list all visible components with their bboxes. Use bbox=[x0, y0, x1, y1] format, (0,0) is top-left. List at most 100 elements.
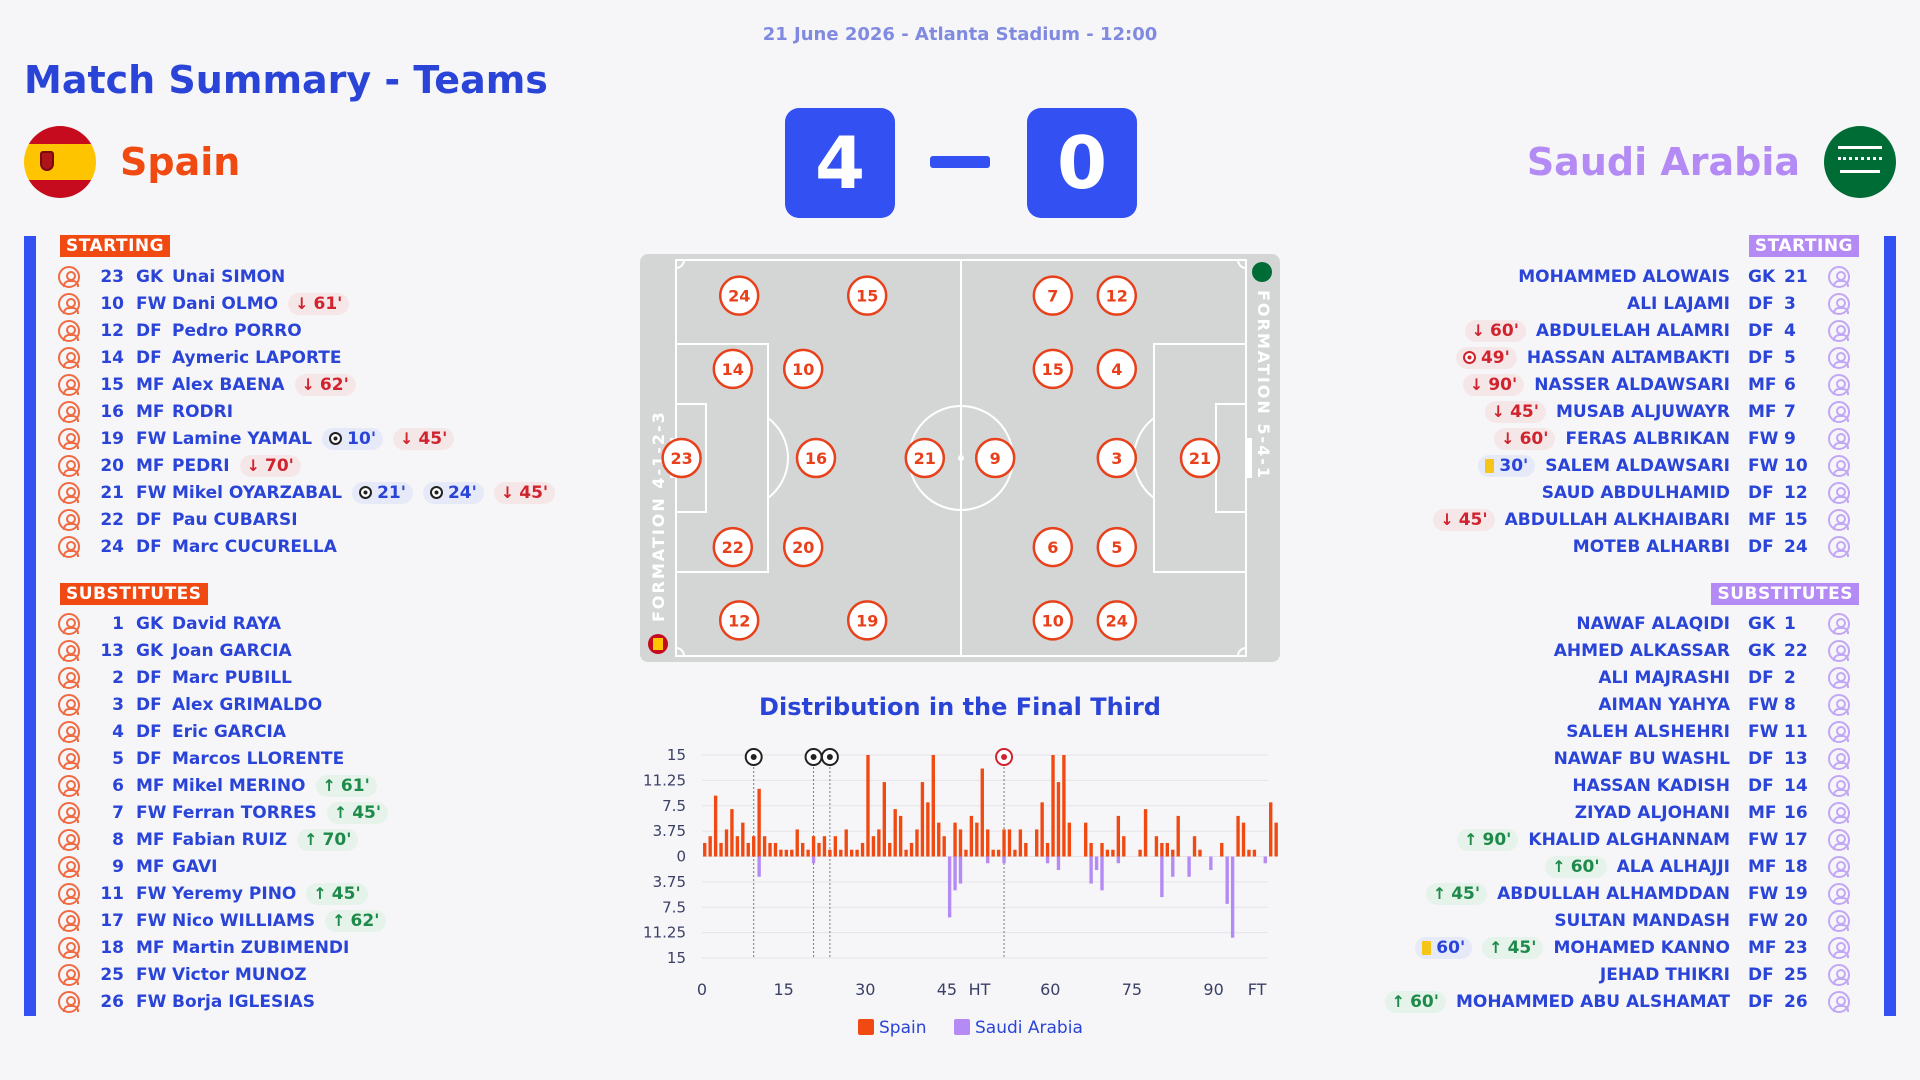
player-row[interactable]: ALI LAJAMI DF 3 bbox=[1290, 290, 1850, 317]
x-tick-label: 0 bbox=[697, 980, 707, 999]
saudi-arabia-bar bbox=[1045, 856, 1050, 864]
player-row[interactable]: 1 GK David RAYA bbox=[58, 610, 618, 637]
player-row[interactable]: 9 MF GAVI bbox=[58, 853, 618, 880]
player-name: SALEH ALSHEHRI bbox=[1566, 721, 1730, 742]
player-avatar-icon bbox=[1828, 909, 1850, 932]
player-row[interactable]: 10 FW Dani OLMO ↓ 61' bbox=[58, 290, 618, 317]
player-name: SULTAN MANDASH bbox=[1554, 910, 1730, 931]
player-name: Fabian RUIZ bbox=[172, 829, 288, 850]
player-name: ABDULELAH ALAMRI bbox=[1535, 320, 1730, 341]
player-row[interactable]: 2 DF Marc PUBILL bbox=[58, 664, 618, 691]
saudi-arabia-bar bbox=[1056, 856, 1061, 871]
event-minute: 90' bbox=[1482, 829, 1512, 850]
player-row[interactable]: SAUD ABDULHAMID DF 12 bbox=[1290, 479, 1850, 506]
player-row[interactable]: ↑ 60' ALA ALHAJJI MF 18 bbox=[1290, 853, 1850, 880]
player-row[interactable]: 26 FW Borja IGLESIAS bbox=[58, 988, 618, 1015]
player-row[interactable]: ↓ 90' NASSER ALDAWSARI MF 6 bbox=[1290, 371, 1850, 398]
player-name: PEDRI bbox=[172, 455, 230, 476]
player-row[interactable]: 60' ↑ 45' MOHAMED KANNO MF 23 bbox=[1290, 934, 1850, 961]
player-row[interactable]: ↓ 60' ABDULELAH ALAMRI DF 4 bbox=[1290, 317, 1850, 344]
player-row[interactable]: 12 DF Pedro PORRO bbox=[58, 317, 618, 344]
event-out-badge: ↓ 45' bbox=[493, 481, 556, 504]
player-row[interactable]: NAWAF ALAQIDI GK 1 bbox=[1290, 610, 1850, 637]
player-row[interactable]: JEHAD THIKRI DF 25 bbox=[1290, 961, 1850, 988]
player-row[interactable]: 16 MF RODRI bbox=[58, 398, 618, 425]
player-row[interactable]: 15 MF Alex BAENA ↓ 62' bbox=[58, 371, 618, 398]
player-number: 7 bbox=[1784, 401, 1796, 422]
player-name: Alex BAENA bbox=[172, 374, 285, 395]
spain-bar bbox=[724, 829, 729, 857]
event-minute: 10' bbox=[347, 428, 377, 449]
player-row[interactable]: 5 DF Marcos LLORENTE bbox=[58, 745, 618, 772]
spain-bar bbox=[844, 829, 848, 857]
player-row[interactable]: 11 FW Yeremy PINO ↑ 45' bbox=[58, 880, 618, 907]
player-row[interactable]: 6 MF Mikel MERINO ↑ 61' bbox=[58, 772, 618, 799]
home-player-marker bbox=[846, 600, 888, 641]
spain-bar bbox=[1002, 829, 1006, 857]
home-player-marker bbox=[718, 600, 760, 641]
saudi-arabia-bar bbox=[1171, 856, 1175, 877]
y-tick-label: 7.5 bbox=[662, 898, 686, 916]
player-row[interactable]: 20 MF PEDRI ↓ 70' bbox=[58, 452, 618, 479]
player-row[interactable]: ↓ 45' ABDULLAH ALKHAIBARI MF 15 bbox=[1290, 506, 1850, 533]
player-row[interactable]: 3 DF Alex GRIMALDO bbox=[58, 691, 618, 718]
player-row[interactable]: MOHAMMED ALOWAIS GK 21 bbox=[1290, 263, 1850, 290]
event-minute: 60' bbox=[1570, 856, 1600, 877]
spain-bar bbox=[800, 842, 805, 857]
page-title: Match Summary - Teams bbox=[24, 58, 548, 102]
home-formation-label: FORMATION 4-1-2-3 bbox=[649, 410, 668, 622]
player-name: Nico WILLIAMS bbox=[172, 910, 316, 931]
player-row[interactable]: ↑ 45' ABDULLAH ALHAMDDAN FW 19 bbox=[1290, 880, 1850, 907]
player-row[interactable]: SALEH ALSHEHRI FW 11 bbox=[1290, 718, 1850, 745]
player-row[interactable]: 23 GK Unai SIMON bbox=[58, 263, 618, 290]
player-row[interactable]: 14 DF Aymeric LAPORTE bbox=[58, 344, 618, 371]
player-row[interactable]: MOTEB ALHARBI DF 24 bbox=[1290, 533, 1850, 560]
player-row[interactable]: 13 GK Joan GARCIA bbox=[58, 637, 618, 664]
player-avatar-icon bbox=[1828, 427, 1850, 450]
player-row[interactable]: 21 FW Mikel OYARZABAL 21' 24' ↓ 45' bbox=[58, 479, 618, 506]
player-row[interactable]: AHMED ALKASSAR GK 22 bbox=[1290, 637, 1850, 664]
player-row[interactable]: HASSAN KADISH DF 14 bbox=[1290, 772, 1850, 799]
spain-bar bbox=[752, 836, 756, 857]
player-row[interactable]: 8 MF Fabian RUIZ ↑ 70' bbox=[58, 826, 618, 853]
event-minute: 70' bbox=[265, 455, 294, 476]
event-minute: 60' bbox=[1410, 991, 1439, 1012]
player-position: MF bbox=[1748, 802, 1777, 823]
player-row[interactable]: ALI MAJRASHI DF 2 bbox=[1290, 664, 1850, 691]
spain-bar bbox=[849, 849, 854, 857]
player-row[interactable]: ↑ 90' KHALID ALGHANNAM FW 17 bbox=[1290, 826, 1850, 853]
home-player-marker bbox=[846, 275, 888, 316]
event-minute: 49' bbox=[1480, 347, 1510, 368]
player-row[interactable]: ZIYAD ALJOHANI MF 16 bbox=[1290, 799, 1850, 826]
spain-bar bbox=[969, 815, 974, 857]
player-number: 14 bbox=[1784, 775, 1808, 796]
player-avatar-icon bbox=[58, 801, 80, 824]
player-row[interactable]: 17 FW Nico WILLIAMS ↑ 62' bbox=[58, 907, 618, 934]
spain-bar bbox=[784, 849, 789, 857]
away-player-marker bbox=[1032, 275, 1074, 316]
player-row[interactable]: 25 FW Victor MUNOZ bbox=[58, 961, 618, 988]
player-row[interactable]: ↓ 45' MUSAB ALJUWAYR MF 7 bbox=[1290, 398, 1850, 425]
y-tick-label: 3.75 bbox=[653, 873, 686, 891]
player-row[interactable]: ↑ 60' MOHAMMED ABU ALSHAMAT DF 26 bbox=[1290, 988, 1850, 1015]
player-row[interactable]: 30' SALEM ALDAWSARI FW 10 bbox=[1290, 452, 1850, 479]
player-position: DF bbox=[1748, 293, 1774, 314]
player-position: DF bbox=[1748, 347, 1774, 368]
player-row[interactable]: ↓ 60' FERAS ALBRIKAN FW 9 bbox=[1290, 425, 1850, 452]
player-row[interactable]: 24 DF Marc CUCURELLA bbox=[58, 533, 618, 560]
home-player-marker bbox=[782, 348, 824, 390]
player-number: 10 bbox=[1784, 455, 1808, 476]
player-row[interactable]: NAWAF BU WASHL DF 13 bbox=[1290, 745, 1850, 772]
player-position: FW bbox=[1748, 694, 1779, 715]
player-row[interactable]: 19 FW Lamine YAMAL 10' ↓ 45' bbox=[58, 425, 618, 452]
player-row[interactable]: SULTAN MANDASH FW 20 bbox=[1290, 907, 1850, 934]
event-minute: 45' bbox=[1510, 401, 1539, 422]
player-row[interactable]: 22 DF Pau CUBARSI bbox=[58, 506, 618, 533]
player-name: MUSAB ALJUWAYR bbox=[1555, 401, 1730, 422]
player-row[interactable]: 7 FW Ferran TORRES ↑ 45' bbox=[58, 799, 618, 826]
player-row[interactable]: 18 MF Martin ZUBIMENDI bbox=[58, 934, 618, 961]
player-row[interactable]: AIMAN YAHYA FW 8 bbox=[1290, 691, 1850, 718]
player-row[interactable]: 49' HASSAN ALTAMBAKTI DF 5 bbox=[1290, 344, 1850, 371]
player-row[interactable]: 4 DF Eric GARCIA bbox=[58, 718, 618, 745]
player-name: HASSAN ALTAMBAKTI bbox=[1526, 347, 1730, 368]
